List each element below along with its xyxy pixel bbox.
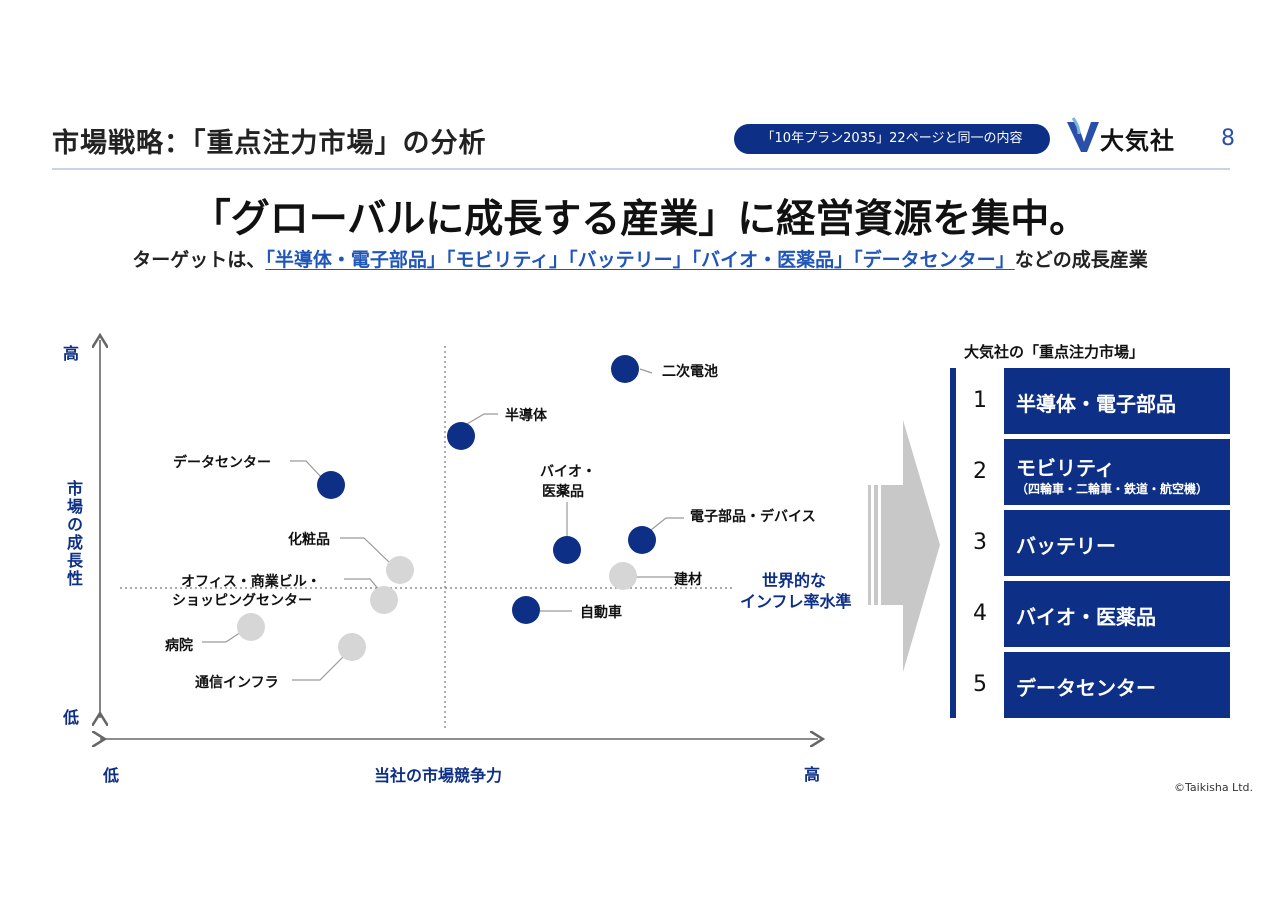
market-label-bio-line2: 医薬品 [542, 484, 584, 500]
y-axis-low: 低 [63, 708, 80, 727]
market-label-electronics: 電子部品・デバイス [690, 509, 816, 525]
market-label-cosmetics: 化粧品 [288, 532, 330, 548]
market-label-datacenter: データセンター [173, 455, 271, 471]
bubble-semiconductor [447, 422, 475, 450]
taikisha-logo [1067, 117, 1099, 152]
bubble-auto [512, 596, 540, 624]
leader-cosmetics [340, 537, 391, 564]
focus-market-number: 5 [958, 652, 1002, 718]
y-axis-high: 高 [63, 344, 80, 363]
subheadline-suffix: などの成長産業 [1014, 249, 1148, 271]
focus-market-label: バイオ・医薬品 [1016, 605, 1156, 629]
copyright: ©Taikisha Ltd. [1174, 781, 1253, 794]
market-label-bio-line1: バイオ・ [540, 464, 596, 480]
market-label-hospital: 病院 [165, 638, 193, 654]
right-arrow [868, 420, 940, 672]
inflation-label-line1: 世界的な [762, 571, 827, 590]
x-axis-label: 当社の市場競争力 [374, 766, 503, 785]
bubble-battery [611, 355, 639, 383]
leader-semiconductor [466, 413, 498, 425]
subheadline-prefix: ターゲットは、 [132, 249, 266, 271]
bubble-electronics [628, 526, 656, 554]
focus-markets-title: 大気社の「重点注力市場」 [964, 343, 1145, 361]
focus-market-number: 1 [958, 368, 1002, 434]
bubble-datacenter [317, 471, 345, 499]
focus-market-number: 2 [958, 439, 1002, 505]
subheadline: ターゲットは、「半導体・電子部品」「モビリティ」「バッテリー」「バイオ・医薬品」… [0, 245, 1280, 272]
focus-market-number: 4 [958, 581, 1002, 647]
focus-market-sublabel: （四輪車・二輪車・鉄道・航空機） [1016, 482, 1209, 496]
bubble-cosmetics [386, 556, 414, 584]
market-label-building: 建材 [674, 572, 702, 588]
y-axis-label: 市場の成長性 [64, 480, 83, 588]
market-label-office-line1: オフィス・商業ビル・ [181, 574, 321, 590]
bubble-hospital [237, 613, 265, 641]
leader-hospital [202, 629, 245, 643]
leader-office [344, 578, 381, 592]
focus-market-label: バッテリー [1016, 534, 1116, 558]
focus-market-label: モビリティ [1016, 456, 1115, 480]
logo-text: 大気社 [1100, 127, 1175, 155]
page-number: 8 [1221, 126, 1235, 151]
market-label-semiconductor: 半導体 [505, 408, 547, 424]
list-accent-bar [950, 368, 956, 718]
market-label-telecom: 通信インフラ [195, 675, 279, 691]
focus-market-label: 半導体・電子部品 [1016, 392, 1176, 416]
market-label-battery: 二次電池 [662, 364, 718, 380]
bubble-building [609, 562, 637, 590]
leader-datacenter [290, 460, 323, 479]
bubble-office [370, 586, 398, 614]
focus-market-3: 3 バッテリー [958, 510, 1230, 576]
focus-market-5: 5 データセンター [958, 652, 1230, 718]
inflation-label-line2: インフレ率水準 [740, 592, 852, 611]
header-divider [52, 168, 1230, 170]
bubble-telecom [338, 633, 366, 661]
leader-battery [639, 368, 653, 374]
focus-market-4: 4 バイオ・医薬品 [958, 581, 1230, 647]
x-axis-low: 低 [103, 766, 120, 785]
page-title: 市場戦略：「重点注力市場」の分析 [52, 128, 487, 159]
focus-market-2: 2 モビリティ （四輪車・二輪車・鉄道・航空機） [958, 439, 1230, 505]
x-axis-high: 高 [804, 765, 821, 784]
focus-market-label: データセンター [1016, 676, 1156, 700]
bubble-bio [553, 536, 581, 564]
market-label-auto: 自動車 [580, 605, 622, 621]
target-industries-link[interactable]: 「半導体・電子部品」「モビリティ」「バッテリー」「バイオ・医薬品」「データセンタ… [265, 249, 1015, 271]
leader-telecom [292, 655, 345, 681]
market-label-office-line2: ショッピングセンター [172, 593, 312, 609]
focus-market-1: 1 半導体・電子部品 [958, 368, 1230, 434]
leader-electronics [650, 517, 684, 531]
focus-market-number: 3 [958, 510, 1002, 576]
headline: 「グローバルに成長する産業」に経営資源を集中。 [191, 197, 1089, 242]
same-content-badge: 「10年プラン2035」22ページと同一の内容 [734, 124, 1050, 154]
